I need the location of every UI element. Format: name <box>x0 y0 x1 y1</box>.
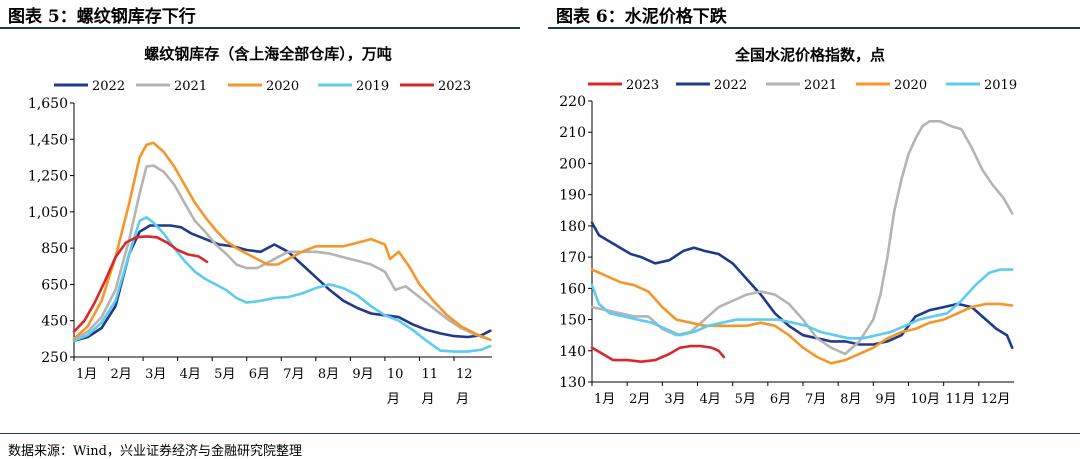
left-y-tick-label: 1,250 <box>28 169 68 185</box>
left-series-line-2022 <box>72 224 492 342</box>
right-chart-title: 全国水泥价格指数，点 <box>734 46 885 64</box>
right-legend-label-2020: 2020 <box>894 78 927 93</box>
left-x-tick-label: 6月 <box>249 367 270 382</box>
left-x-tick-unit: 月 <box>387 392 400 407</box>
left-legend-label-2020: 2020 <box>266 79 299 94</box>
left-legend-label-2023: 2023 <box>438 79 471 94</box>
right-legend-label-2023: 2023 <box>626 78 659 93</box>
right-y-tick-label: 130 <box>559 375 586 391</box>
left-x-tick-label: 7月 <box>283 367 304 382</box>
right-x-tick-label: 3月 <box>664 392 685 407</box>
right-series-line-2021 <box>590 120 1014 356</box>
right-x-tick-label: 2月 <box>629 392 650 407</box>
left-x-tick-label: 8月 <box>318 367 339 382</box>
right-x-tick-label: 7月 <box>805 392 826 407</box>
left-chart: 螺纹钢库存（含上海全部仓库），万吨 2022 2021 2020 2019 2023 250… <box>28 45 492 407</box>
left-x-tick-unit: 月 <box>421 392 434 407</box>
right-x-tick-label: 12月 <box>981 392 1011 407</box>
left-y-tick-label: 1,650 <box>28 96 68 112</box>
right-chart: 全国水泥价格指数，点 2023 2022 2021 2020 2019 130 140 150 1… <box>559 46 1017 407</box>
right-x-tick-label: 6月 <box>770 392 791 407</box>
left-x-tick-label: 5月 <box>214 367 235 382</box>
right-title-rule <box>548 27 1080 29</box>
right-x-tick-label: 1月 <box>594 392 615 407</box>
left-series-line-2020 <box>72 141 492 342</box>
left-legend-label-2021: 2021 <box>174 79 207 94</box>
right-legend-label-2022: 2022 <box>714 78 747 93</box>
right-legend-label-2019: 2019 <box>984 78 1017 93</box>
left-y-tick-label: 650 <box>41 277 68 293</box>
right-y-tick-label: 220 <box>559 94 586 110</box>
left-y-tick-label: 250 <box>41 350 68 366</box>
right-x-tick-label: 11月 <box>946 392 976 407</box>
right-y-tick-label: 150 <box>559 313 586 329</box>
left-series-line-2023 <box>72 235 209 333</box>
left-series-line-2021 <box>72 164 492 342</box>
source-rule <box>0 433 1080 434</box>
right-series-line-2019 <box>590 268 1014 340</box>
right-y-tick-label: 140 <box>559 344 586 360</box>
right-y-tick-label: 210 <box>559 125 586 141</box>
right-x-tick-label: 8月 <box>840 392 861 407</box>
left-x-tick-label: 2月 <box>111 367 132 382</box>
left-x-tick-label: 11 <box>421 367 438 382</box>
left-x-tick-label: 9月 <box>352 367 373 382</box>
left-x-tick-label: 12 <box>456 367 473 382</box>
right-x-tick-label: 4月 <box>700 392 721 407</box>
data-source: 数据来源：Wind，兴业证券经济与金融研究院整理 <box>8 444 302 459</box>
left-title-rule <box>0 27 520 29</box>
left-legend-label-2019: 2019 <box>356 79 389 94</box>
right-legend-label-2021: 2021 <box>804 78 837 93</box>
right-y-tick-label: 170 <box>559 250 586 266</box>
left-y-tick-label: 1,050 <box>28 205 68 221</box>
left-figure-title: 图表 5：螺纹钢库存下行 <box>8 7 196 27</box>
right-x-tick-label: 10月 <box>911 392 941 407</box>
left-y-tick-label: 1,450 <box>28 132 68 148</box>
left-x-tick-label: 10 <box>387 367 404 382</box>
right-figure-title: 图表 6：水泥价格下跌 <box>556 7 727 27</box>
left-x-tick-label: 4月 <box>180 367 201 382</box>
left-x-tick-label: 1月 <box>76 367 97 382</box>
left-x-tick-label: 3月 <box>145 367 166 382</box>
left-legend-label-2022: 2022 <box>92 79 125 94</box>
right-y-tick-label: 200 <box>559 156 586 172</box>
left-y-tick-label: 850 <box>41 241 68 257</box>
left-y-tick-label: 450 <box>41 314 68 330</box>
right-x-tick-label: 5月 <box>735 392 756 407</box>
right-x-tick-label: 9月 <box>875 392 896 407</box>
right-series-line-2023 <box>590 344 726 363</box>
right-y-tick-label: 160 <box>559 281 586 297</box>
left-series-line-2019 <box>72 216 492 353</box>
left-x-tick-unit: 月 <box>456 392 469 407</box>
right-series-line-2022 <box>590 221 1014 349</box>
right-y-tick-label: 180 <box>559 219 586 235</box>
right-y-tick-label: 190 <box>559 188 586 204</box>
left-chart-title: 螺纹钢库存（含上海全部仓库），万吨 <box>144 45 392 63</box>
right-series-line-2020 <box>590 268 1014 365</box>
